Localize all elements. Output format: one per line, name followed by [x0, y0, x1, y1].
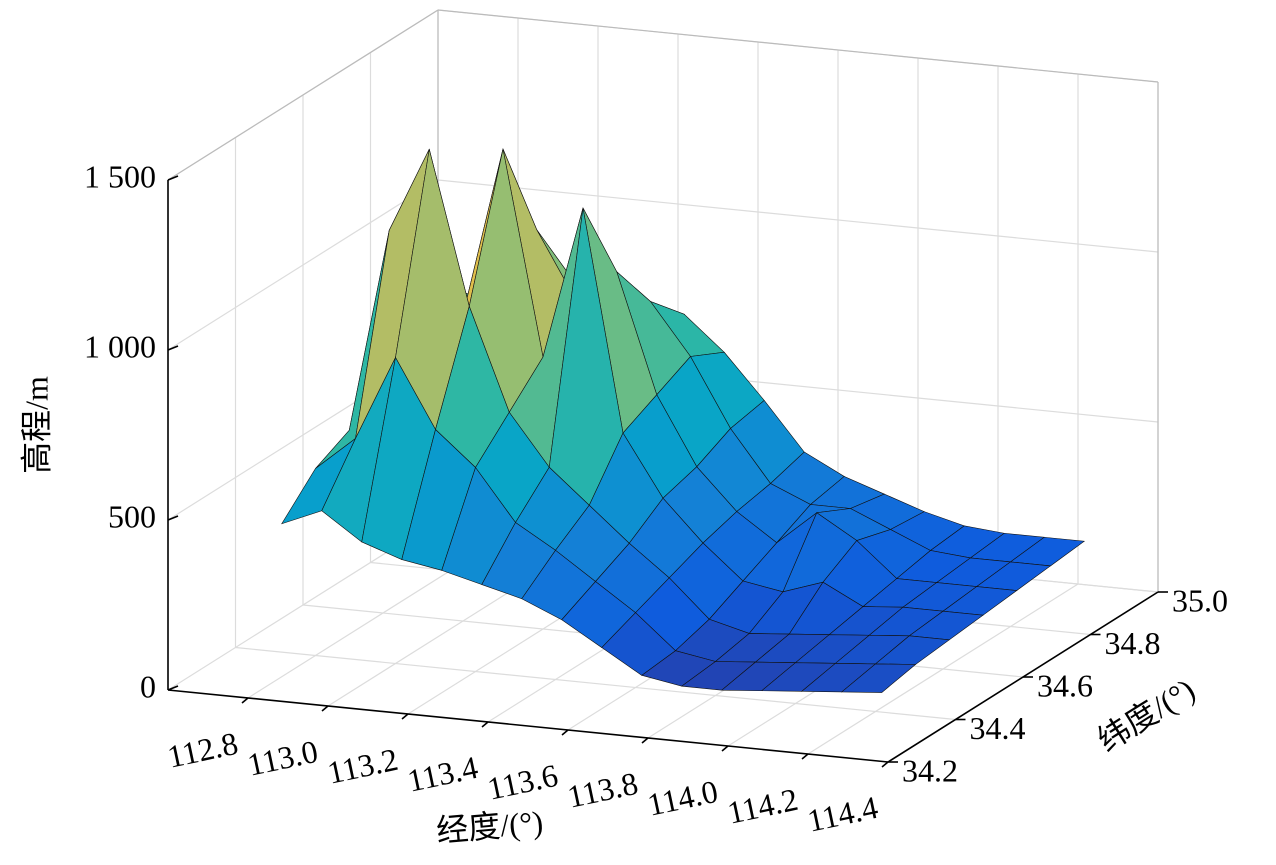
x-tick — [881, 761, 889, 768]
z-tick — [167, 515, 179, 521]
grid-line — [437, 179, 1159, 253]
x-axis — [167, 689, 889, 763]
x-axis-label: 经度/(°) — [435, 804, 545, 849]
surface-cell — [840, 663, 917, 693]
x-tick — [321, 705, 329, 712]
z-tick — [167, 175, 179, 181]
x-tick-label: 114.0 — [644, 773, 721, 823]
y-tick-label: 34.2 — [902, 752, 958, 788]
x-tick-label: 112.8 — [164, 725, 241, 775]
grid-line — [235, 646, 956, 721]
x-tick-label: 113.2 — [324, 741, 401, 791]
z-tick — [167, 685, 179, 691]
x-tick — [721, 745, 729, 752]
y-tick-label: 34.4 — [970, 710, 1026, 746]
y-tick-label: 34.8 — [1105, 625, 1161, 661]
x-tick-label: 113.8 — [564, 765, 641, 815]
surface — [281, 148, 1086, 693]
box-edge — [437, 9, 1159, 83]
x-tick — [241, 697, 249, 704]
y-tick-label: 34.6 — [1037, 667, 1093, 703]
z-tick-label: 1 000 — [84, 328, 156, 364]
x-tick-label: 114.4 — [804, 789, 881, 839]
x-tick — [481, 721, 489, 728]
x-tick-label: 113.0 — [244, 733, 321, 783]
y-tick-label: 35.0 — [1172, 582, 1228, 618]
x-tick — [561, 729, 569, 736]
z-tick-label: 0 — [140, 668, 156, 704]
x-tick-label: 113.4 — [404, 749, 481, 799]
box-edge — [167, 9, 439, 181]
y-axis-label: 纬度/(°) — [1091, 671, 1201, 758]
grid-line — [167, 179, 439, 351]
x-tick — [641, 737, 649, 744]
x-tick-label: 114.2 — [724, 781, 801, 831]
z-tick-label: 500 — [108, 498, 156, 534]
x-tick — [401, 713, 409, 720]
x-tick — [801, 753, 809, 760]
z-axis-label: 高程/m — [18, 376, 54, 474]
z-tick — [167, 345, 179, 351]
x-tick-label: 113.6 — [484, 757, 561, 807]
z-tick-label: 1 500 — [84, 158, 156, 194]
